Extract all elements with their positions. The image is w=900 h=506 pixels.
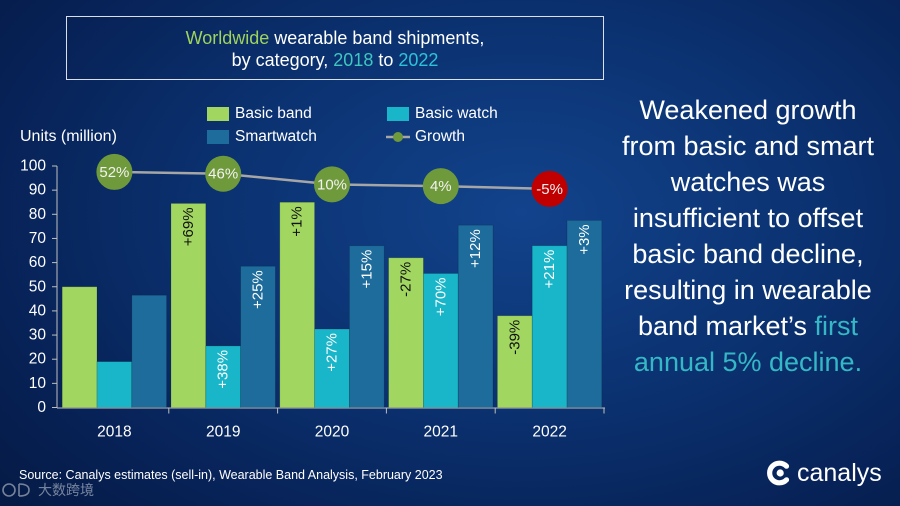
callout-highlight-2: annual 5% decline.	[633, 347, 863, 377]
y-tick-label: 60	[29, 254, 47, 271]
brand-name: canalys	[797, 459, 882, 487]
y-tick-label: 40	[29, 302, 47, 319]
x-tick-label-2021: 2021	[424, 424, 458, 441]
bar-smartwatch-2020	[349, 245, 385, 408]
bar-basic-band-2018	[61, 286, 98, 408]
data-label-smartwatch-2022: +3%	[576, 224, 593, 254]
y-tick-label: 100	[20, 158, 46, 175]
bar-basic-watch-2022	[531, 245, 568, 408]
data-label-smartwatch-2020: +15%	[358, 250, 375, 289]
data-label-basic-band-2019: +69%	[180, 207, 197, 246]
legend-swatch-basic-watch	[387, 107, 409, 121]
bar-smartwatch-2021	[457, 224, 494, 408]
watermark-text: 大数跨境	[38, 483, 94, 499]
legend-label-basic-watch: Basic watch	[415, 105, 498, 122]
title-part-end-year: 2022	[398, 50, 439, 70]
growth-label-2021: 4%	[430, 178, 452, 195]
chart-title-line-2: by category, 2018 to 2022	[67, 49, 603, 71]
bar-basic-watch-2018	[96, 361, 133, 408]
source-note: Source: Canalys estimates (sell-in), Wea…	[19, 468, 443, 482]
brand-logo: canalys	[766, 459, 882, 487]
y-tick-label: 90	[29, 182, 47, 199]
bar-smartwatch-2022	[566, 219, 603, 408]
bar-smartwatch-2019	[240, 265, 276, 408]
callout-highlight-1: first	[814, 311, 859, 341]
bar-basic-watch-2019	[205, 345, 241, 408]
legend-label-smartwatch: Smartwatch	[235, 128, 317, 145]
y-tick-label: 80	[29, 206, 47, 223]
bar-smartwatch-2018	[131, 294, 167, 408]
x-tick-label-2018: 2018	[97, 424, 131, 441]
growth-label-2020: 10%	[317, 176, 347, 193]
callout-line-4: insufficient to offset	[632, 203, 864, 233]
growth-marker-2020	[314, 166, 350, 203]
x-tick-label-2019: 2019	[206, 424, 240, 441]
growth-marker-2018	[96, 153, 133, 190]
bar-basic-band-2022	[497, 315, 533, 408]
legend-item-growth: Growth	[386, 128, 465, 146]
data-label-smartwatch-2019: +25%	[250, 270, 267, 309]
x-tick-label-2022: 2022	[532, 424, 566, 441]
watermark-logo-icon	[2, 483, 30, 497]
data-label-basic-watch-2021: +70%	[432, 277, 449, 316]
legend-label-basic-band: Basic band	[235, 105, 312, 122]
legend-item-basic-band: Basic band	[207, 105, 312, 123]
title-part-start-year: 2018	[333, 50, 374, 70]
title-part-worldwide: Worldwide	[185, 28, 270, 48]
data-label-smartwatch-2021: +12%	[467, 229, 484, 268]
legend-label-growth: Growth	[415, 128, 465, 145]
callout-line-1: Weakened growth	[639, 95, 857, 125]
callout-text: Weakened growth from basic and smart wat…	[610, 92, 886, 380]
canalys-logo-icon	[767, 460, 790, 486]
legend-item-smartwatch: Smartwatch	[207, 128, 317, 146]
bar-basic-band-2019	[170, 203, 207, 408]
growth-label-2018: 52%	[99, 164, 129, 181]
growth-marker-2021	[422, 168, 459, 205]
callout-line-3: watches was	[670, 167, 826, 197]
title-part-category: by category,	[231, 50, 329, 70]
growth-marker-2019	[205, 155, 242, 192]
data-label-basic-band-2021: -27%	[397, 262, 414, 297]
watermark: 大数跨境	[2, 480, 94, 500]
y-tick-label: 30	[29, 327, 47, 344]
legend-item-basic-watch: Basic watch	[387, 105, 498, 123]
legend-swatch-basic-band	[207, 107, 229, 121]
axes: 0 10 20 30 40 50 60 70 80 90 100 2018 2019 2020 2021 20…	[20, 158, 605, 441]
x-tick-label-2020: 2020	[315, 424, 350, 441]
callout-line-7: band market’s first	[610, 308, 886, 344]
growth-label-2019: 46%	[208, 166, 238, 183]
data-label-basic-watch-2020: +27%	[324, 333, 341, 372]
data-label-basic-watch-2022: +21%	[541, 250, 558, 289]
y-axis-title: Units (million)	[20, 128, 117, 145]
growth-series: 52% 46% 10% 4% -5%	[96, 153, 568, 207]
data-label-basic-band-2020: +1%	[289, 206, 306, 236]
growth-label-2022: -5%	[536, 181, 563, 198]
bar-basic-band-2021	[388, 257, 424, 408]
callout-line-7-text: band market’s	[637, 311, 808, 341]
data-label-basic-band-2022: -39%	[506, 320, 523, 355]
chart-title-box: Worldwide wearable band shipments, by ca…	[66, 16, 604, 80]
title-part-to: to	[378, 50, 394, 70]
legend-swatch-growth	[386, 132, 410, 142]
y-tick-label: 50	[29, 278, 47, 295]
title-part-subject: wearable band shipments,	[274, 28, 485, 48]
callout-line-6: resulting in wearable	[624, 275, 872, 305]
y-tick-label: 20	[29, 351, 47, 368]
chart-title-line-1: Worldwide wearable band shipments,	[67, 27, 603, 49]
callout-line-2: from basic and smart	[621, 131, 875, 161]
data-label-basic-watch-2019: +38%	[215, 350, 232, 389]
legend-swatch-smartwatch	[207, 130, 229, 144]
y-tick-label: 0	[37, 399, 46, 416]
bars	[61, 201, 603, 408]
growth-marker-2022	[531, 170, 568, 207]
bar-basic-watch-2021	[423, 273, 459, 408]
callout-line-5: basic band decline,	[632, 239, 864, 269]
y-tick-label: 10	[29, 375, 47, 392]
bar-data-labels: +69% +1% -27% -39% +38% +27% +70% +21% +25% +15% +…	[180, 206, 593, 388]
y-tick-label: 70	[29, 230, 47, 247]
bar-basic-band-2020	[279, 201, 315, 408]
